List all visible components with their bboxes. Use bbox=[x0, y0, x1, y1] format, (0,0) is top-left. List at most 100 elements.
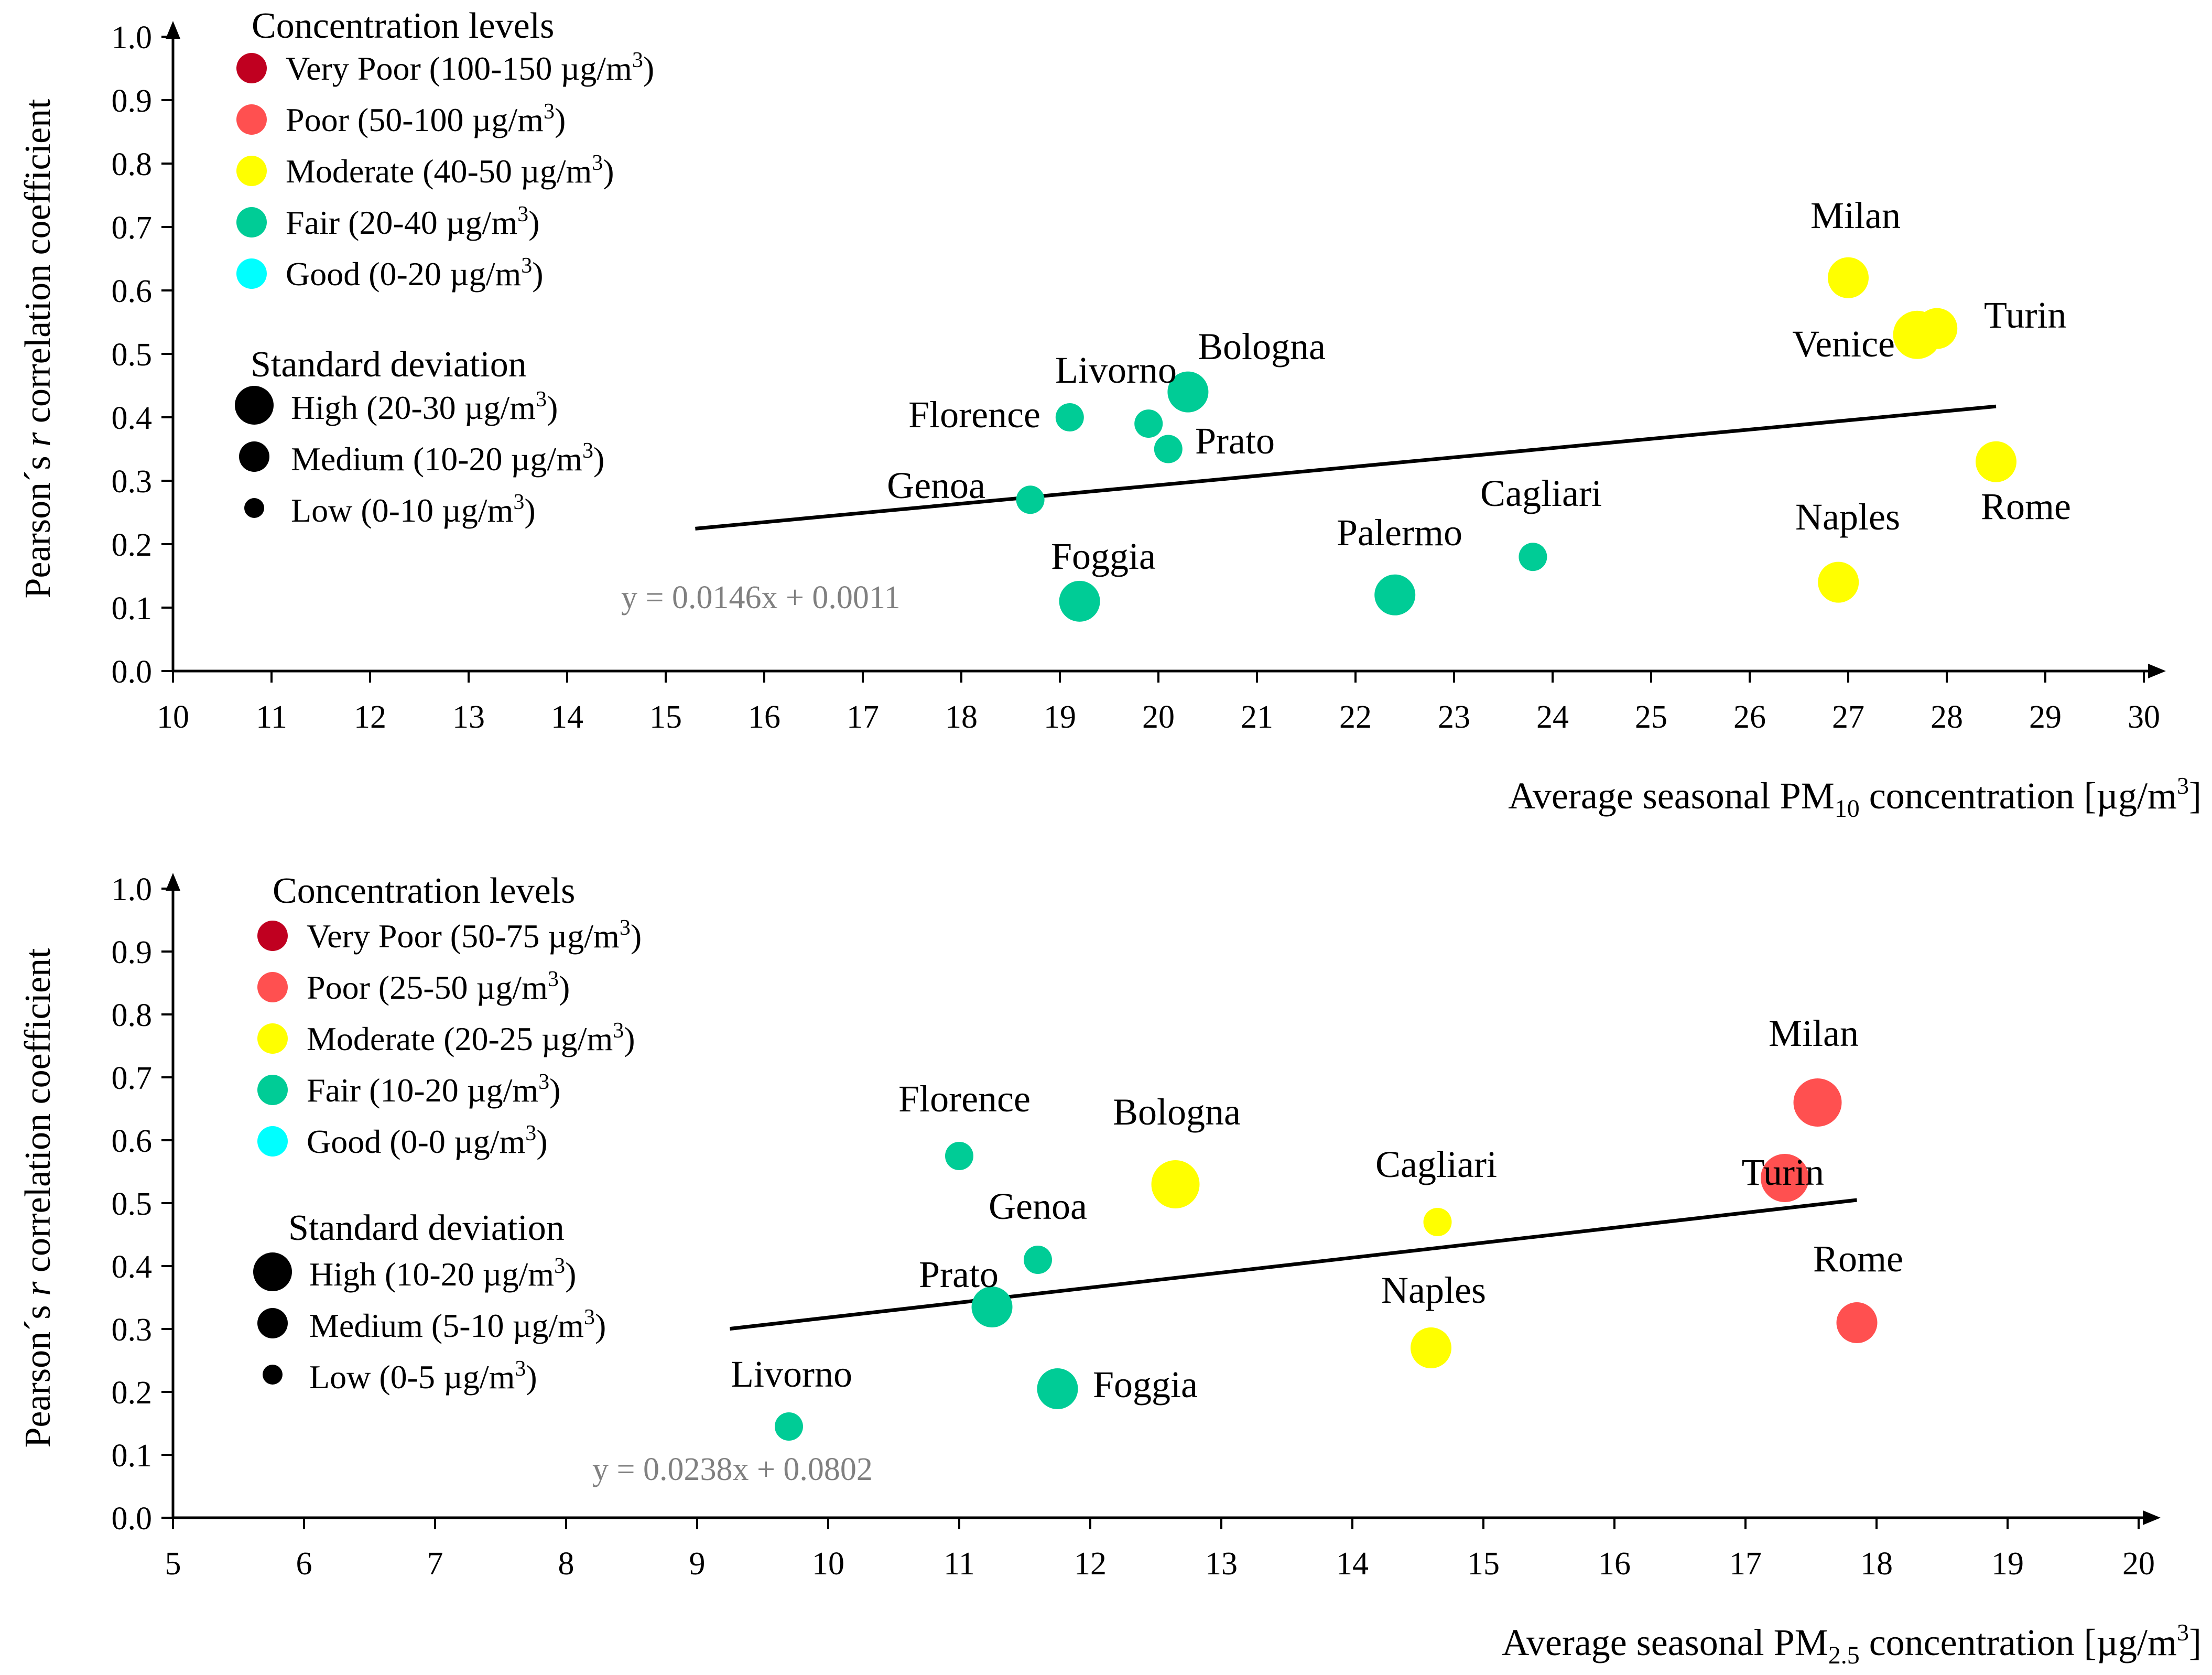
legend-concentration-item: Fair (10-20 µg/m3) bbox=[307, 1070, 560, 1109]
legend-concentration-item: Very Poor (50-75 µg/m3) bbox=[307, 916, 642, 955]
x-tick-label: 6 bbox=[296, 1546, 312, 1582]
point-label-livorno: Livorno bbox=[731, 1353, 852, 1395]
legend-swatch-3 bbox=[257, 1075, 288, 1105]
data-point-livorno bbox=[1134, 409, 1163, 438]
x-tick-label: 27 bbox=[1832, 699, 1864, 735]
y-tick-label: 0.7 bbox=[112, 1061, 153, 1096]
point-label-bologna: Bologna bbox=[1198, 326, 1326, 368]
legend-concentration: Concentration levels Very Poor (50-75 µg/… bbox=[257, 871, 642, 1160]
data-point-prato bbox=[971, 1287, 1013, 1327]
y-tick-label: 0.8 bbox=[112, 147, 153, 182]
data-point-turin bbox=[1761, 1154, 1809, 1202]
point-label-rome: Rome bbox=[1813, 1238, 1903, 1280]
x-axis-title: Average seasonal PM10 concentration [µg/… bbox=[1508, 772, 2202, 823]
y-tick-label: 0.9 bbox=[112, 935, 153, 970]
point-label-prato: Prato bbox=[919, 1253, 999, 1295]
y-tick-label: 0.6 bbox=[112, 274, 153, 309]
legend-size-high bbox=[253, 1252, 292, 1291]
y-axis-title: Pearson´s r correlation coefficient bbox=[18, 948, 58, 1448]
x-axis-arrow bbox=[2148, 664, 2166, 678]
x-tick-label: 16 bbox=[748, 699, 780, 735]
y-tick-label: 0.4 bbox=[112, 1249, 153, 1285]
legend-size-low bbox=[263, 1365, 283, 1385]
x-tick-label: 10 bbox=[157, 699, 189, 735]
x-tick-label: 19 bbox=[1991, 1546, 2024, 1582]
y-axis-arrow bbox=[166, 21, 180, 39]
data-point-bologna bbox=[1167, 371, 1209, 413]
y-tick-label: 0.8 bbox=[112, 998, 153, 1033]
x-tick-label: 13 bbox=[452, 699, 485, 735]
legend-swatch-3 bbox=[236, 207, 267, 237]
legend-std-title: Standard deviation bbox=[288, 1208, 565, 1248]
legend-std-item: High (10-20 µg/m3) bbox=[309, 1254, 576, 1293]
x-tick-label: 22 bbox=[1339, 699, 1372, 735]
x-tick-label: 9 bbox=[689, 1546, 706, 1582]
x-tick-label: 25 bbox=[1635, 699, 1667, 735]
y-tick-label: 1.0 bbox=[112, 872, 153, 907]
data-point-florence bbox=[945, 1142, 973, 1170]
x-tick-label: 16 bbox=[1598, 1546, 1631, 1582]
legend-concentration-item: Fair (20-40 µg/m3) bbox=[286, 202, 539, 241]
legend-size-low bbox=[244, 498, 264, 518]
data-point-genoa bbox=[1016, 485, 1045, 514]
x-tick-label: 12 bbox=[354, 699, 386, 735]
point-label-florence: Florence bbox=[898, 1078, 1031, 1120]
data-point-cagliari bbox=[1423, 1208, 1452, 1236]
x-tick-label: 28 bbox=[1931, 699, 1963, 735]
x-tick-label: 12 bbox=[1074, 1546, 1107, 1582]
x-tick-label: 15 bbox=[1467, 1546, 1500, 1582]
data-point-rome bbox=[1976, 441, 2016, 482]
legend-std-item: Medium (5-10 µg/m3) bbox=[309, 1305, 606, 1344]
point-label-milan: Milan bbox=[1810, 194, 1901, 236]
legend-swatch-2 bbox=[236, 156, 267, 186]
data-point-venice bbox=[1893, 310, 1942, 359]
x-axis-arrow bbox=[2143, 1510, 2161, 1525]
data-point-cagliari bbox=[1519, 543, 1547, 571]
point-label-palermo: Palermo bbox=[1337, 512, 1462, 554]
legend-concentration-item: Poor (25-50 µg/m3) bbox=[307, 967, 570, 1006]
legend-size-high bbox=[235, 386, 274, 425]
y-axis-arrow bbox=[166, 873, 180, 891]
legend-swatch-4 bbox=[257, 1126, 288, 1157]
point-label-florence: Florence bbox=[908, 394, 1040, 436]
chart-panel-1: 10 11 12 13 14 15 16 17 18 19 20 21 22 23 24 25 26 27 28 29… bbox=[18, 6, 2202, 823]
data-point-naples bbox=[1411, 1327, 1451, 1368]
legend-concentration-item: Moderate (40-50 µg/m3) bbox=[286, 151, 614, 190]
x-tick-label: 29 bbox=[2029, 699, 2062, 735]
legend-concentration-item: Good (0-20 µg/m3) bbox=[286, 254, 544, 293]
x-tick-label: 17 bbox=[1729, 1546, 1762, 1582]
x-tick-label: 15 bbox=[649, 699, 682, 735]
data-point-foggia bbox=[1059, 580, 1100, 622]
legend-concentration-item: Good (0-0 µg/m3) bbox=[307, 1121, 548, 1160]
data-point-livorno bbox=[775, 1412, 803, 1441]
trendline bbox=[695, 404, 1997, 531]
data-point-milan bbox=[1793, 1078, 1842, 1127]
x-tick-label: 7 bbox=[427, 1546, 443, 1582]
y-tick-label: 0.5 bbox=[112, 337, 153, 373]
point-label-genoa: Genoa bbox=[989, 1185, 1087, 1227]
x-tick-label: 14 bbox=[1336, 1546, 1369, 1582]
x-tick-label: 5 bbox=[165, 1546, 181, 1582]
trendline-equation: y = 0.0238x + 0.0802 bbox=[592, 1452, 873, 1487]
data-point-naples bbox=[1818, 561, 1859, 603]
legend-std-item: High (20-30 µg/m3) bbox=[291, 387, 558, 426]
y-tick-label: 0.0 bbox=[112, 654, 153, 690]
legend-std-item: Medium (10-20 µg/m3) bbox=[291, 439, 604, 478]
x-tick-label: 10 bbox=[812, 1546, 844, 1582]
legend-concentration-title: Concentration levels bbox=[252, 6, 554, 46]
x-tick-label: 11 bbox=[944, 1546, 975, 1582]
legend-swatch-4 bbox=[236, 258, 267, 289]
x-tick-label: 21 bbox=[1241, 699, 1273, 735]
legend-swatch-1 bbox=[257, 972, 288, 1002]
x-tick-label: 30 bbox=[2128, 699, 2160, 735]
y-axis-title: Pearson´s r correlation coefficient bbox=[18, 99, 58, 599]
y-tick-label: 0.3 bbox=[112, 464, 153, 500]
x-tick-label: 20 bbox=[2122, 1546, 2155, 1582]
legend-swatch-1 bbox=[236, 104, 267, 135]
x-tick-label: 18 bbox=[945, 699, 978, 735]
legend-concentration-item: Very Poor (100-150 µg/m3) bbox=[286, 48, 654, 87]
